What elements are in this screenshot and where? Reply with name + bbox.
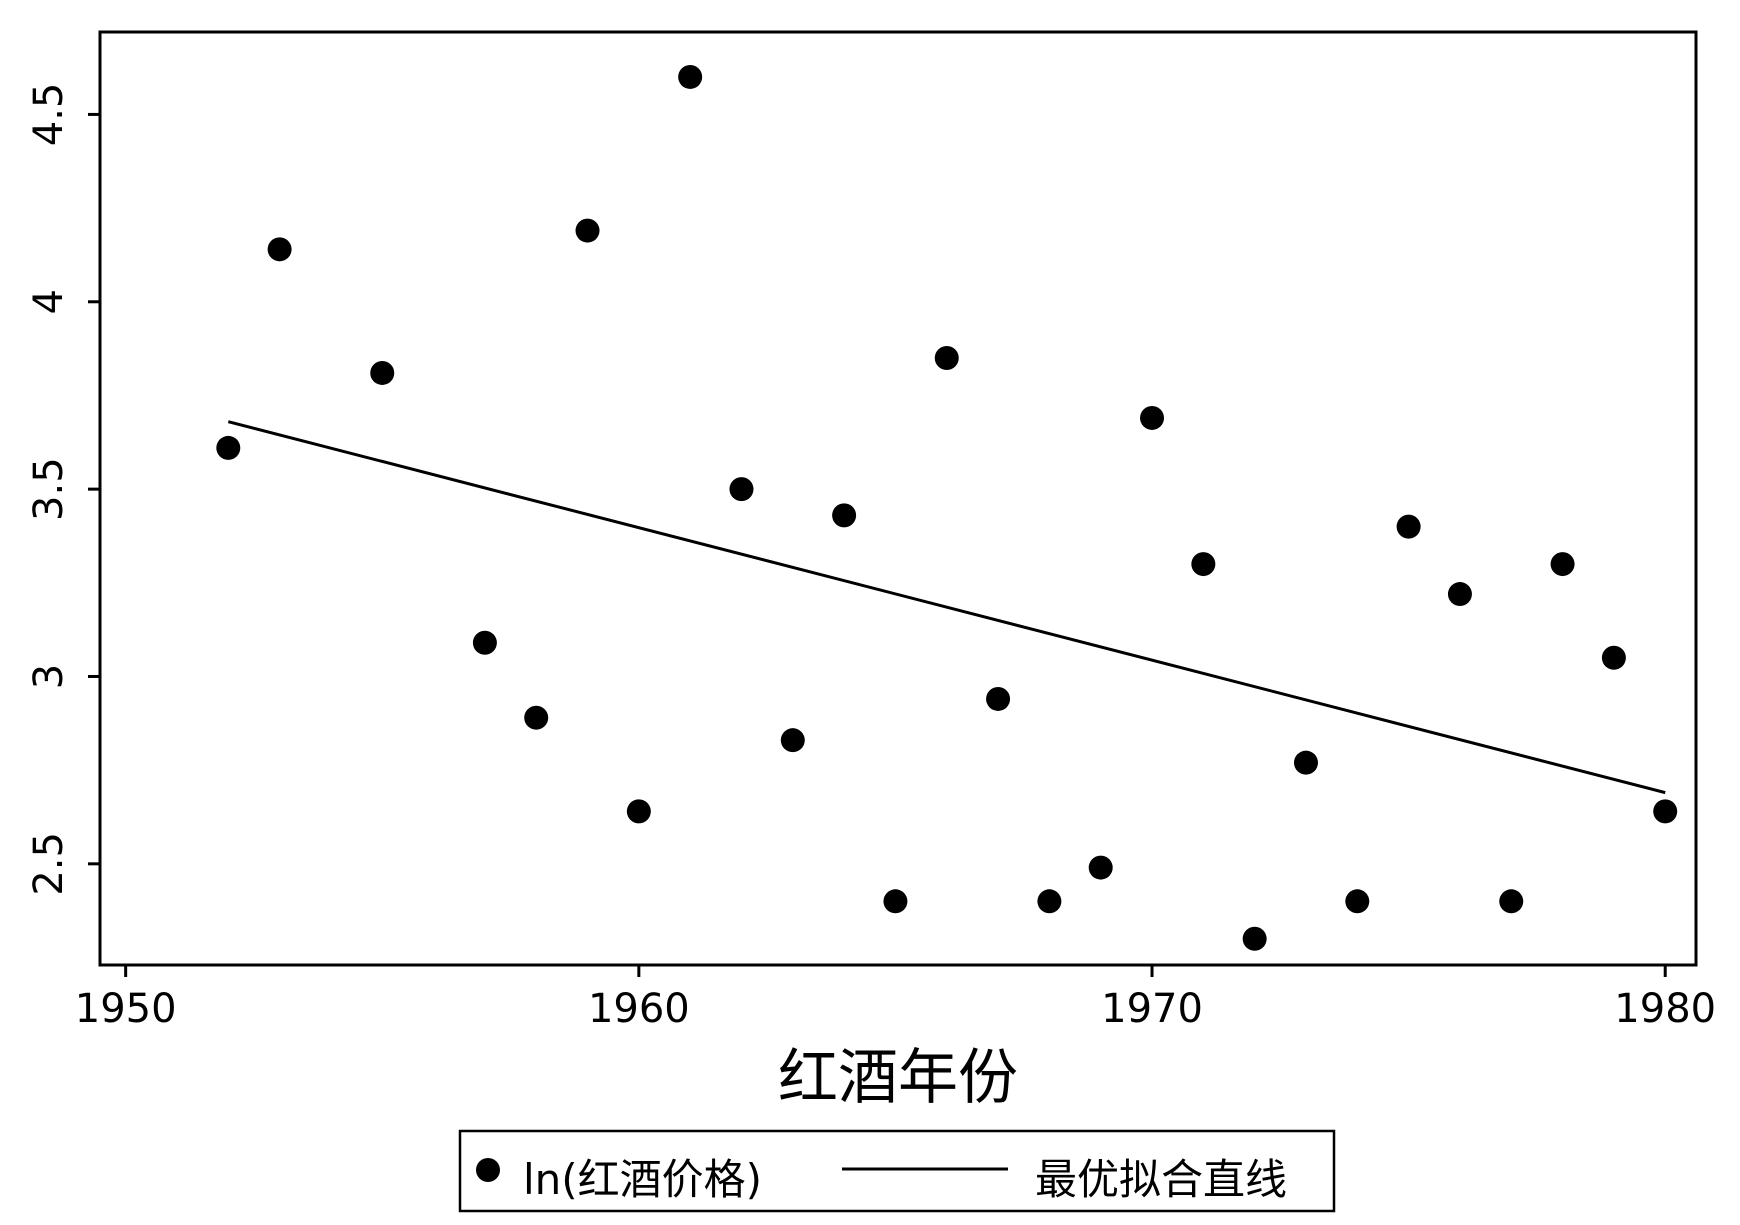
x-tick-label: 1950: [75, 986, 177, 1032]
data-point: [1447, 582, 1472, 607]
y-tick-label: 4: [26, 289, 72, 314]
data-point: [216, 435, 241, 460]
data-point: [1601, 645, 1626, 670]
data-point: [1037, 889, 1062, 914]
data-point: [729, 477, 754, 502]
data-point: [832, 503, 857, 528]
x-axis-title: 红酒年份: [778, 1043, 1018, 1113]
data-point: [1242, 926, 1267, 951]
y-tick-label: 4.5: [26, 83, 72, 147]
fit-line: [227, 420, 1666, 795]
fit-line-layer: [227, 420, 1666, 795]
legend-box: [458, 1129, 1336, 1213]
data-point: [575, 218, 600, 243]
data-point: [1088, 855, 1113, 880]
data-point: [267, 237, 292, 262]
legend-label-line: 最优拟合直线: [1035, 1155, 1287, 1204]
data-point: [986, 686, 1011, 711]
data-point: [1293, 750, 1318, 775]
data-point: [1499, 889, 1524, 914]
x-tick-label: 1960: [588, 986, 690, 1032]
data-point: [1191, 552, 1216, 577]
y-tick-label: 3: [26, 664, 72, 689]
y-tick-label: 3.5: [26, 457, 72, 521]
data-point: [1550, 552, 1575, 577]
data-point: [883, 889, 908, 914]
data-point: [1396, 514, 1421, 539]
data-point: [472, 630, 497, 655]
data-point: [934, 345, 959, 370]
data-point: [524, 705, 549, 730]
x-tick-label: 1980: [1614, 986, 1716, 1032]
plot-frame: [98, 30, 1698, 967]
data-point: [1140, 405, 1165, 430]
legend-label-scatter: ln(红酒价格): [523, 1155, 762, 1204]
legend-marker-scatter: [476, 1158, 500, 1182]
data-point: [626, 799, 651, 824]
y-tick-label: 2.5: [26, 832, 72, 896]
legend: ln(红酒价格) 最优拟合直线: [458, 1129, 1336, 1213]
data-point: [370, 360, 395, 385]
x-axis: 1950 1960 1970 1980: [75, 965, 1716, 1032]
data-point: [678, 64, 703, 89]
y-axis: 2.5 3 3.5 4 4.5: [26, 83, 100, 896]
data-point: [1345, 889, 1370, 914]
x-tick-label: 1970: [1101, 986, 1203, 1032]
data-point: [1653, 799, 1678, 824]
data-point: [780, 728, 805, 753]
points-layer: [216, 64, 1678, 951]
